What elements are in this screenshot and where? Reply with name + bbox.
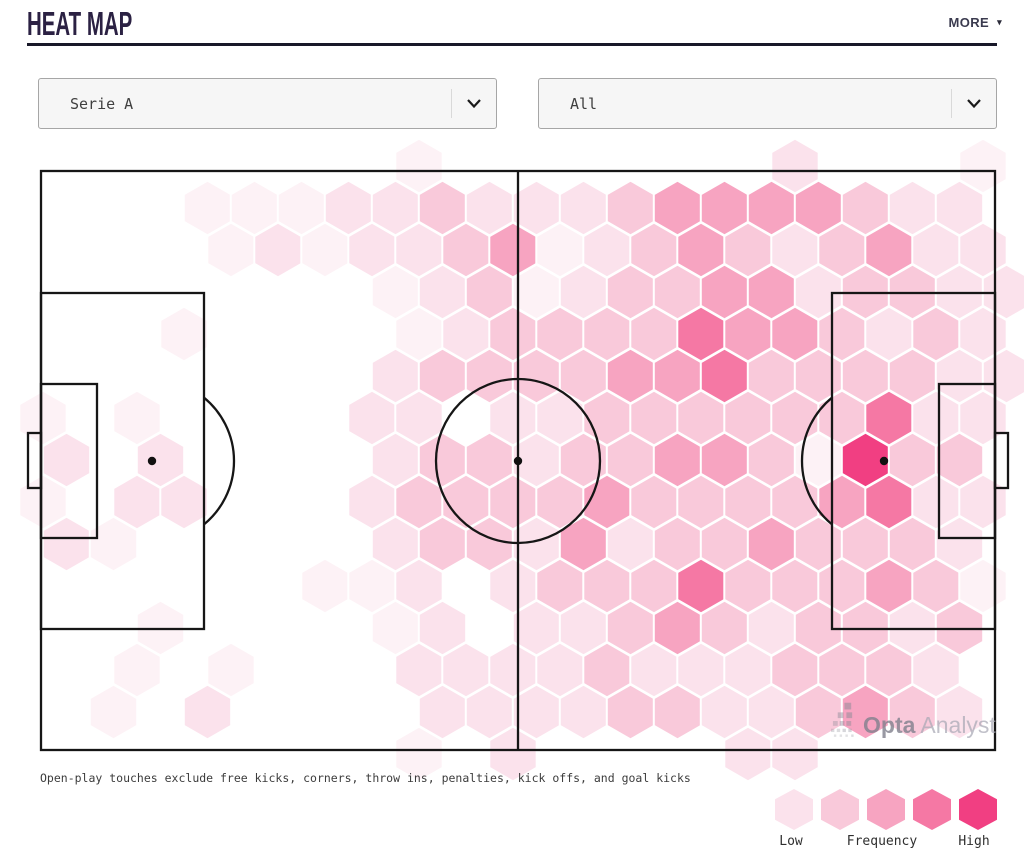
hex-cells (18, 137, 1024, 783)
hex-cell (88, 515, 139, 573)
chevron-down-icon (451, 79, 496, 128)
header-divider (27, 43, 997, 46)
competition-select[interactable]: Serie A (38, 78, 497, 129)
caret-down-icon: ▾ (997, 17, 1002, 27)
hex-cell (159, 305, 209, 363)
hex-cell (300, 557, 350, 615)
legend-swatch-5 (959, 789, 997, 830)
legend-swatches (775, 789, 1009, 830)
scope-select-value: All (570, 94, 598, 113)
legend-swatch-3 (867, 789, 905, 830)
chevron-down-icon (951, 79, 996, 128)
legend-high-label: High (958, 834, 990, 849)
pitch-lines (26, 169, 1010, 752)
center-spot (513, 456, 523, 466)
more-button[interactable]: MORE ▾ (948, 15, 1002, 30)
frequency-legend: Low Frequency High (775, 789, 1009, 851)
legend-swatch-2 (821, 789, 859, 830)
competition-select-value: Serie A (70, 94, 134, 113)
hex-cell (488, 725, 538, 783)
more-button-label: MORE (948, 15, 990, 30)
legend-mid-label: Frequency (846, 834, 918, 849)
hex-cell (159, 473, 209, 531)
left-penalty-spot (147, 456, 157, 466)
hex-cell (934, 683, 985, 741)
hex-cell (88, 683, 139, 741)
right-penalty-spot (879, 456, 889, 466)
page-title: HEAT MAP (27, 5, 133, 42)
footnote-text: Open-play touches exclude free kicks, co… (40, 771, 691, 785)
legend-swatch-4 (913, 789, 951, 830)
hex-cell (770, 725, 820, 783)
legend-swatch-1 (775, 789, 813, 830)
hex-cell (182, 683, 233, 741)
legend-low-label: Low (779, 834, 803, 849)
hex-cell (394, 725, 444, 783)
scope-select[interactable]: All (538, 78, 997, 129)
